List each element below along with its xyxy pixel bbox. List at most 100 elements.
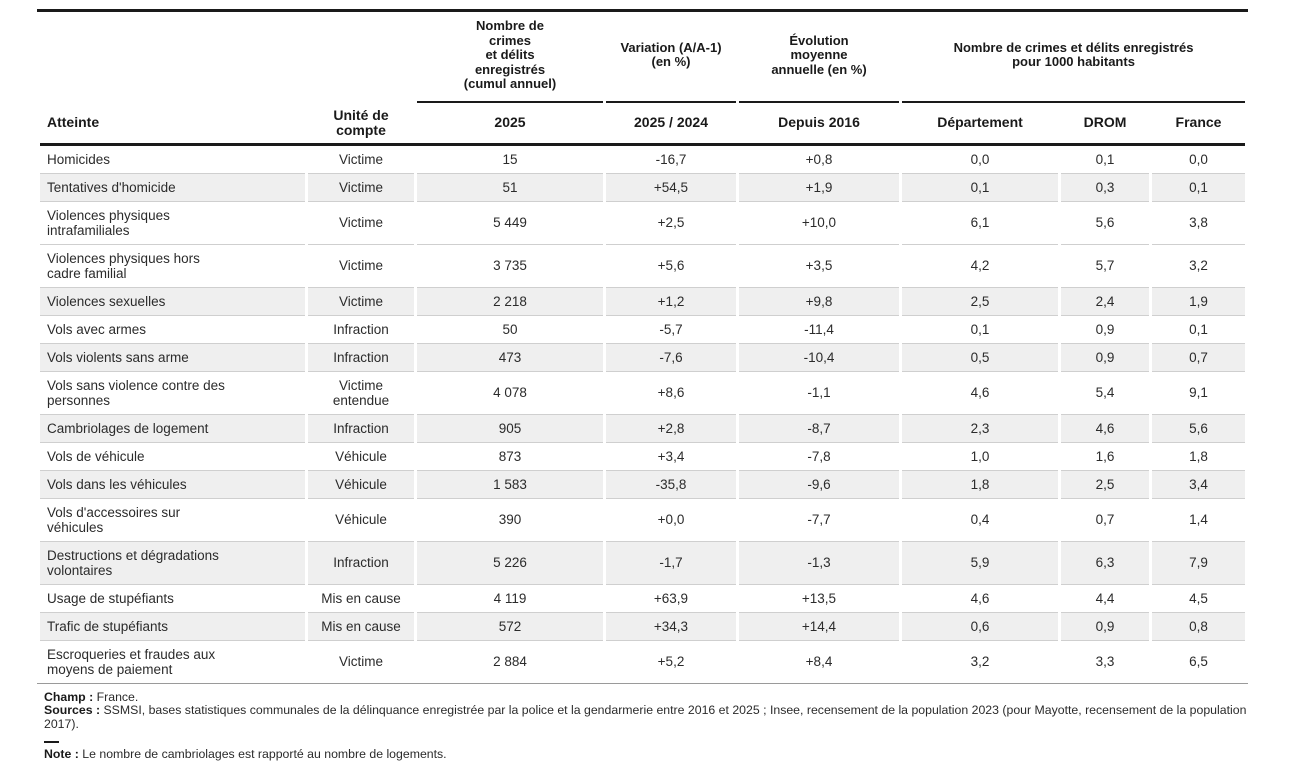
cell-taux-france: 0,1 bbox=[1152, 315, 1246, 344]
cell-taux-france: 0,0 bbox=[1152, 145, 1246, 174]
cell-taux-france: 5,6 bbox=[1152, 414, 1246, 443]
col-group-evolution: Évolution moyenne annuelle (en %) bbox=[739, 12, 899, 103]
cell-atteinte: Trafic de stupéfiants bbox=[40, 612, 305, 641]
cell-cumul-2025: 51 bbox=[417, 173, 603, 202]
cell-cumul-2025: 572 bbox=[417, 612, 603, 641]
cell-taux-departement: 0,1 bbox=[902, 315, 1058, 344]
cell-taux-drom: 4,6 bbox=[1061, 414, 1149, 443]
cell-unite-de-compte: Infraction bbox=[308, 414, 414, 443]
cell-variation-2025-2024: -35,8 bbox=[606, 470, 736, 499]
table-row: Usage de stupéfiants Mis en cause 4 119 … bbox=[40, 584, 1246, 613]
cell-taux-departement: 6,1 bbox=[902, 201, 1058, 245]
cell-variation-2025-2024: -5,7 bbox=[606, 315, 736, 344]
cell-taux-france: 1,4 bbox=[1152, 498, 1246, 542]
cell-taux-france: 0,8 bbox=[1152, 612, 1246, 641]
cell-evolution-depuis-2016: -7,7 bbox=[739, 498, 899, 542]
cell-variation-2025-2024: +0,0 bbox=[606, 498, 736, 542]
group-spacer-unite bbox=[308, 12, 414, 103]
cell-cumul-2025: 15 bbox=[417, 145, 603, 174]
col-group-cumul-annuel: Nombre de crimes et délits enregistrés (… bbox=[417, 12, 603, 103]
col-header-france: France bbox=[1175, 114, 1222, 131]
table-row: Vols dans les véhicules Véhicule 1 583 -… bbox=[40, 470, 1246, 499]
footnote-sources-text: SSMSI, bases statistiques communales de … bbox=[44, 703, 1247, 732]
cell-atteinte: Escroqueries et fraudes aux moyens de pa… bbox=[40, 640, 305, 683]
cell-taux-departement: 0,0 bbox=[902, 145, 1058, 174]
cell-cumul-2025: 905 bbox=[417, 414, 603, 443]
table-row: Violences sexuelles Victime 2 218 +1,2 +… bbox=[40, 287, 1246, 316]
cell-taux-departement: 4,6 bbox=[902, 371, 1058, 415]
footnote-note-label: Note : bbox=[44, 746, 79, 761]
cell-variation-2025-2024: +3,4 bbox=[606, 442, 736, 471]
table-row: Violences physiques hors cadre familial … bbox=[40, 244, 1246, 288]
col-header-2025-2024: 2025 / 2024 bbox=[634, 114, 708, 131]
group-spacer-atteinte bbox=[40, 12, 305, 103]
cell-cumul-2025: 5 449 bbox=[417, 201, 603, 245]
column-group-row: Nombre de crimes et délits enregistrés (… bbox=[40, 12, 1246, 103]
cell-atteinte: Vols violents sans arme bbox=[40, 343, 305, 372]
cell-evolution-depuis-2016: +10,0 bbox=[739, 201, 899, 245]
col-header-departement: Département bbox=[937, 114, 1023, 131]
cell-variation-2025-2024: +8,6 bbox=[606, 371, 736, 415]
cell-unite-de-compte: Victime bbox=[308, 201, 414, 245]
cell-taux-drom: 2,5 bbox=[1061, 470, 1149, 499]
cell-cumul-2025: 390 bbox=[417, 498, 603, 542]
cell-taux-departement: 0,4 bbox=[902, 498, 1058, 542]
cell-taux-departement: 5,9 bbox=[902, 541, 1058, 585]
cell-evolution-depuis-2016: +9,8 bbox=[739, 287, 899, 316]
cell-taux-drom: 0,9 bbox=[1061, 315, 1149, 344]
cell-taux-france: 9,1 bbox=[1152, 371, 1246, 415]
cell-evolution-depuis-2016: +1,9 bbox=[739, 173, 899, 202]
cell-taux-drom: 0,7 bbox=[1061, 498, 1149, 542]
table-row: Vols d'accessoires sur véhicules Véhicul… bbox=[40, 498, 1246, 542]
cell-taux-drom: 6,3 bbox=[1061, 541, 1149, 585]
cell-unite-de-compte: Véhicule bbox=[308, 498, 414, 542]
cell-cumul-2025: 2 884 bbox=[417, 640, 603, 683]
cell-unite-de-compte: Victime bbox=[308, 173, 414, 202]
cell-variation-2025-2024: +1,2 bbox=[606, 287, 736, 316]
cell-taux-france: 1,9 bbox=[1152, 287, 1246, 316]
cell-taux-departement: 4,6 bbox=[902, 584, 1058, 613]
cell-evolution-depuis-2016: -1,1 bbox=[739, 371, 899, 415]
cell-taux-drom: 0,9 bbox=[1061, 343, 1149, 372]
cell-variation-2025-2024: -1,7 bbox=[606, 541, 736, 585]
cell-atteinte: Vols de véhicule bbox=[40, 442, 305, 471]
cell-taux-drom: 1,6 bbox=[1061, 442, 1149, 471]
column-header-row: Atteinte Unité de compte 2025 2025 / 202… bbox=[40, 103, 1245, 143]
cell-variation-2025-2024: -7,6 bbox=[606, 343, 736, 372]
cell-taux-france: 3,4 bbox=[1152, 470, 1246, 499]
table-body: Homicides Victime 15 -16,7 +0,8 0,0 0,1 … bbox=[40, 145, 1246, 683]
cell-atteinte: Destructions et dégradations volontaires bbox=[40, 541, 305, 585]
cell-evolution-depuis-2016: -9,6 bbox=[739, 470, 899, 499]
cell-cumul-2025: 873 bbox=[417, 442, 603, 471]
cell-taux-departement: 1,0 bbox=[902, 442, 1058, 471]
cell-unite-de-compte: Victime entendue bbox=[308, 371, 414, 415]
cell-evolution-depuis-2016: +13,5 bbox=[739, 584, 899, 613]
cell-evolution-depuis-2016: +0,8 bbox=[739, 145, 899, 174]
cell-unite-de-compte: Mis en cause bbox=[308, 584, 414, 613]
col-header-atteinte: Atteinte bbox=[47, 114, 100, 131]
footnote-note: Note : Le nombre de cambriolages est rap… bbox=[44, 746, 1248, 762]
cell-cumul-2025: 2 218 bbox=[417, 287, 603, 316]
footnote-champ-label: Champ : bbox=[44, 689, 94, 704]
cell-atteinte: Usage de stupéfiants bbox=[40, 584, 305, 613]
cell-evolution-depuis-2016: -10,4 bbox=[739, 343, 899, 372]
cell-taux-france: 3,2 bbox=[1152, 244, 1246, 288]
cell-cumul-2025: 4 078 bbox=[417, 371, 603, 415]
cell-unite-de-compte: Victime bbox=[308, 287, 414, 316]
cell-evolution-depuis-2016: -11,4 bbox=[739, 315, 899, 344]
col-group-per-1000-habitants: Nombre de crimes et délits enregistrés p… bbox=[902, 12, 1246, 103]
cell-taux-drom: 5,4 bbox=[1061, 371, 1149, 415]
cell-taux-france: 7,9 bbox=[1152, 541, 1246, 585]
cell-evolution-depuis-2016: +8,4 bbox=[739, 640, 899, 683]
footnote-champ: Champ : France. bbox=[44, 689, 1248, 705]
cell-taux-drom: 4,4 bbox=[1061, 584, 1149, 613]
table-row: Tentatives d'homicide Victime 51 +54,5 +… bbox=[40, 173, 1246, 202]
cell-taux-departement: 4,2 bbox=[902, 244, 1058, 288]
table-row: Destructions et dégradations volontaires… bbox=[40, 541, 1246, 585]
cell-unite-de-compte: Mis en cause bbox=[308, 612, 414, 641]
header-rule bbox=[40, 142, 1246, 146]
cell-cumul-2025: 3 735 bbox=[417, 244, 603, 288]
cell-cumul-2025: 5 226 bbox=[417, 541, 603, 585]
table-row: Homicides Victime 15 -16,7 +0,8 0,0 0,1 … bbox=[40, 145, 1246, 174]
cell-taux-departement: 0,1 bbox=[902, 173, 1058, 202]
